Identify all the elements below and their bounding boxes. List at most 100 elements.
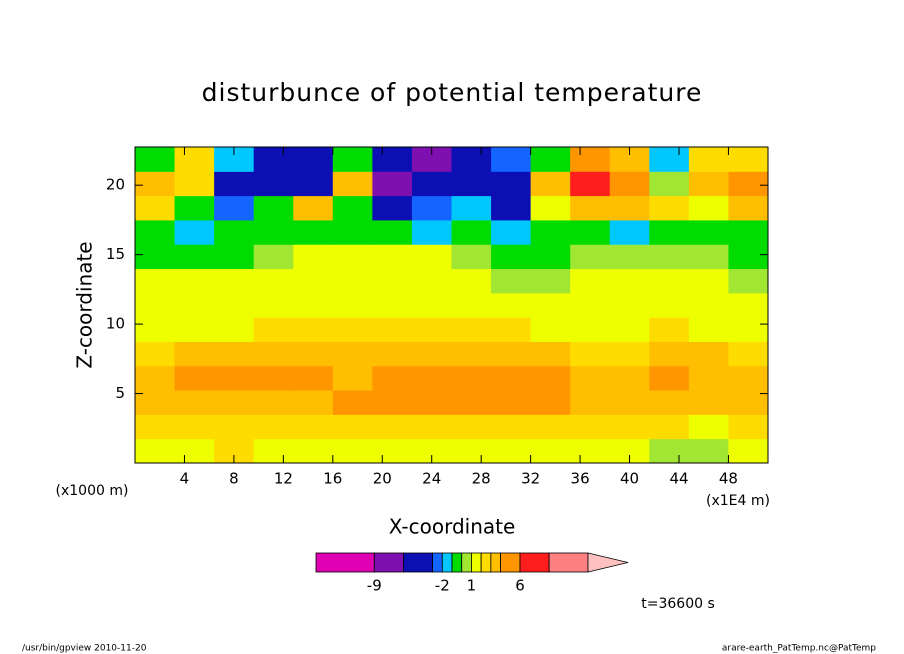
contour-cell [530, 219, 571, 245]
contour-cell [688, 171, 729, 197]
contour-cell [570, 195, 611, 221]
contour-cell [174, 195, 215, 221]
x-unit: (x1E4 m) [706, 493, 770, 509]
contour-cell [293, 292, 334, 318]
contour-cell [332, 147, 373, 172]
contour-cell [253, 292, 294, 318]
contour-cell [135, 414, 176, 440]
colorbar-tick-label: 1 [467, 577, 477, 595]
contour-cell [530, 147, 571, 172]
x-tick-label: 8 [229, 470, 239, 488]
contour-cell [530, 268, 571, 294]
contour-cell [451, 438, 492, 464]
contour-cell [372, 219, 413, 245]
contour-cell [214, 244, 255, 270]
contour-cell [688, 390, 729, 415]
x-tick-label: 20 [373, 470, 392, 488]
contour-cell [135, 292, 176, 318]
colorbar-segment [490, 552, 501, 573]
contour-cell [411, 195, 452, 221]
y-tick-label: 10 [106, 315, 125, 333]
contour-cell [135, 268, 176, 294]
contour-cell [135, 390, 176, 415]
colorbar-tick-label: -2 [435, 577, 450, 595]
contour-cell [135, 171, 176, 197]
contour-cell [728, 365, 769, 391]
contour-cell [530, 317, 571, 342]
contour-cell [332, 438, 373, 464]
contour-cell [728, 171, 769, 197]
contour-cell [609, 317, 650, 342]
contour-cell [372, 292, 413, 318]
contour-cell [609, 195, 650, 221]
colorbar-segment [461, 552, 472, 573]
contour-cell [688, 414, 729, 440]
contour-cell [688, 244, 729, 270]
contour-cell [411, 317, 452, 342]
contour-cell [332, 219, 373, 245]
contour-cell [293, 341, 334, 367]
contour-cell [649, 292, 690, 318]
contour-cell [411, 292, 452, 318]
contour-cell [491, 390, 532, 415]
contour-cell [688, 147, 729, 172]
contour-cell [411, 390, 452, 415]
contour-cell [174, 244, 215, 270]
contour-cell [728, 244, 769, 270]
contour-cell [214, 195, 255, 221]
contour-cell [253, 219, 294, 245]
contour-cell [491, 292, 532, 318]
contour-cell [293, 171, 334, 197]
contour-cell [530, 292, 571, 318]
contour-cell [530, 365, 571, 391]
contour-cell [609, 219, 650, 245]
contour-cell [372, 317, 413, 342]
contour-cell [411, 341, 452, 367]
contour-cell [253, 244, 294, 270]
contour-cell [530, 390, 571, 415]
contour-cell [491, 244, 532, 270]
contour-cell [688, 268, 729, 294]
contour-cell [491, 317, 532, 342]
contour-cell [688, 365, 729, 391]
contour-cell [372, 147, 413, 172]
contour-cell [728, 292, 769, 318]
contour-cell [649, 268, 690, 294]
contour-cell [491, 365, 532, 391]
contour-cell [293, 414, 334, 440]
contour-cell [174, 292, 215, 318]
contour-cell [649, 390, 690, 415]
contour-cell [253, 317, 294, 342]
plot-frame [134, 146, 769, 464]
contour-cell [135, 341, 176, 367]
contour-cell [491, 438, 532, 464]
contour-cell [174, 414, 215, 440]
footer-right: arare-earth_PatTemp.nc@PatTemp [722, 644, 876, 654]
contour-cell [649, 438, 690, 464]
x-tick-label: 28 [472, 470, 491, 488]
x-tick-label: 16 [323, 470, 342, 488]
contour-cell [728, 414, 769, 440]
contour-cell [293, 317, 334, 342]
contour-cell [530, 438, 571, 464]
contour-cell [530, 341, 571, 367]
contour-cell [491, 171, 532, 197]
x-tick-label: 40 [620, 470, 639, 488]
colorbar-segment [315, 552, 375, 573]
contour-cell [372, 341, 413, 367]
contour-cell [728, 390, 769, 415]
chart-title: disturbunce of potential temperature [202, 78, 703, 107]
contour-cell [214, 292, 255, 318]
x-tick-label: 4 [180, 470, 190, 488]
contour-cell [451, 195, 492, 221]
contour-cell [609, 365, 650, 391]
contour-cell [451, 171, 492, 197]
contour-cell [570, 341, 611, 367]
contour-cell [214, 317, 255, 342]
contour-cell [609, 341, 650, 367]
y-axis-label: Z-coordinate [73, 241, 97, 368]
contour-cell [451, 414, 492, 440]
contour-cell [135, 219, 176, 245]
contour-cell [214, 219, 255, 245]
